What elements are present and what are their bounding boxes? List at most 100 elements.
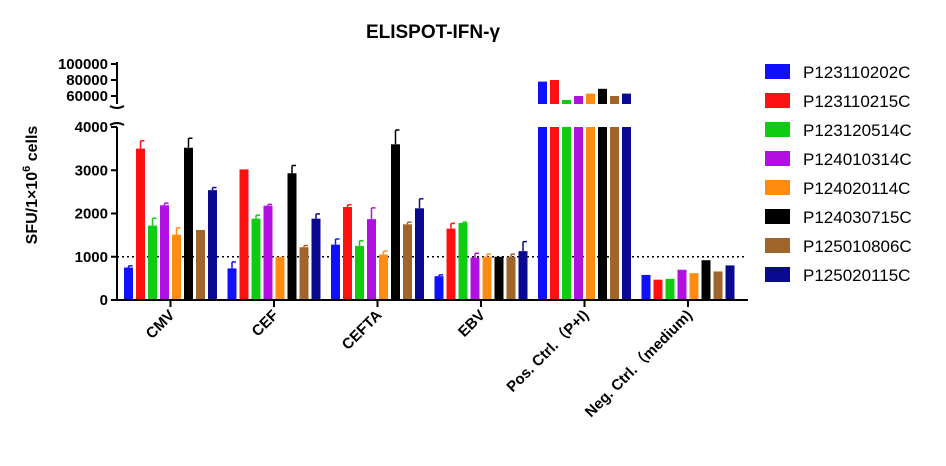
bar (208, 190, 217, 300)
bar (275, 256, 285, 300)
bar (470, 257, 480, 300)
bar (574, 127, 583, 300)
bar (299, 247, 309, 300)
y-tick-label: 2000 (75, 206, 108, 223)
x-category-label: Pos. Ctrl.（P+I) (503, 306, 593, 396)
bar-upper (550, 80, 559, 104)
bar (677, 269, 687, 300)
bar (367, 219, 376, 300)
y-tick-label: 60000 (66, 88, 108, 105)
y-axis-label-times: × (24, 190, 41, 199)
bar (263, 205, 273, 300)
x-category-label: EBV (455, 307, 489, 341)
bar (586, 127, 595, 300)
bar-upper (538, 81, 547, 104)
legend-swatch (765, 267, 790, 282)
legend-label: P125020115C (803, 266, 910, 285)
legend-swatch (765, 93, 790, 108)
bar (610, 127, 619, 300)
bar (725, 265, 735, 300)
y-tick-label: 4000 (75, 119, 108, 136)
bar (239, 169, 249, 300)
bar (160, 205, 169, 300)
y-axis-label: SFU/1×106 cells (21, 126, 41, 245)
bar (482, 256, 492, 300)
legend-swatch (765, 238, 790, 253)
y-tick-label: 100000 (58, 56, 108, 73)
bar (641, 274, 651, 300)
bar (343, 207, 352, 300)
y-tick-label: 0 (100, 292, 108, 309)
y-axis-label-prefix: SFU/1 (24, 199, 41, 244)
y-tick-label: 1000 (75, 249, 108, 266)
bar (184, 147, 193, 300)
bar (227, 268, 237, 300)
bar (136, 148, 145, 300)
legend-label: P125010806C (803, 237, 912, 256)
bar (124, 267, 133, 300)
bar (311, 218, 321, 300)
bar (538, 127, 547, 300)
bar-upper (610, 96, 619, 104)
bar (446, 228, 456, 300)
legend-swatch (765, 209, 790, 224)
x-category-label: CEF (249, 307, 282, 340)
bar (287, 173, 297, 300)
legend: P123110202C P123110215C P123120514C P124010… (765, 63, 912, 285)
legend-swatch (765, 151, 790, 166)
bar (148, 225, 157, 300)
y-axis-label-exponent: 6 (21, 166, 33, 172)
bar (506, 256, 516, 300)
bar (251, 218, 261, 300)
bar (196, 229, 205, 300)
y-axis-label-base: 10 (24, 172, 41, 190)
bar (713, 271, 723, 300)
axis-break-mark (109, 105, 125, 109)
y-axis-label-suffix: cells (24, 126, 41, 166)
chart-title: ELISPOT-IFN-γ (366, 22, 501, 43)
legend-swatch (765, 122, 790, 137)
bar (379, 254, 388, 300)
legend-label: P123110215C (803, 92, 910, 111)
y-tick-label: 3000 (75, 162, 108, 179)
legend-label: P123120514C (803, 121, 912, 140)
legend-swatch (765, 180, 790, 195)
bar (331, 244, 340, 300)
bar-upper (622, 93, 631, 104)
y-tick-label: 80000 (66, 72, 108, 89)
legend-swatch (765, 64, 790, 79)
legend-label: P123110202C (803, 63, 910, 82)
bar-upper (574, 96, 583, 104)
x-axis: CMV CEF CEFTA EBV Pos. Ctrl.（P+I)Neg. Ctrl.（… (117, 299, 748, 421)
bar (391, 144, 400, 300)
bar (622, 127, 631, 300)
bar-upper (586, 93, 595, 104)
bar (494, 256, 504, 300)
axis-break-mark (109, 122, 125, 126)
x-category-label: CEFTA (339, 307, 386, 354)
bar-upper (562, 100, 571, 104)
bar (689, 273, 699, 300)
bar (403, 224, 412, 300)
bar (518, 251, 528, 300)
bar (653, 279, 663, 300)
bar (665, 278, 675, 300)
bar (701, 260, 711, 300)
bars (117, 80, 745, 300)
bar (598, 127, 607, 300)
bar (415, 208, 424, 300)
bar (355, 245, 364, 300)
legend-label: P124010314C (803, 150, 912, 169)
bar (458, 223, 468, 300)
x-category-label: CMV (143, 307, 179, 343)
bar (172, 234, 181, 300)
bar-upper (598, 88, 607, 104)
bar (434, 276, 444, 300)
bar (550, 127, 559, 300)
x-category-label: Neg. Ctrl.（medium) (581, 306, 696, 421)
legend-label: P124020114C (803, 179, 910, 198)
bar (562, 127, 571, 300)
legend-label: P124030715C (803, 208, 912, 227)
